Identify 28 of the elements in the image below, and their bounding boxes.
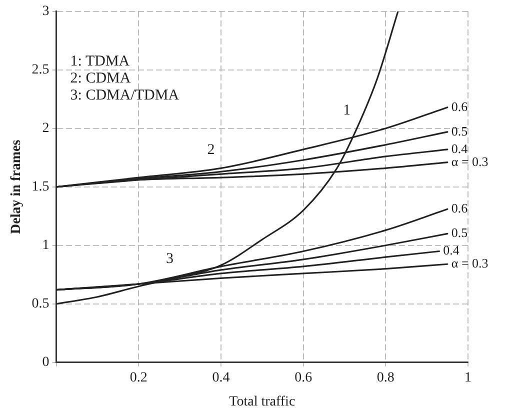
series-label: 0.6 bbox=[451, 200, 468, 216]
y-tick-label: 1 bbox=[42, 238, 50, 254]
annotation: 1: TDMA bbox=[70, 53, 130, 70]
series-label: 0.4 bbox=[451, 140, 468, 156]
series-label: α = 0.3 bbox=[451, 256, 488, 271]
series-label: 0.6 bbox=[451, 98, 468, 114]
x-tick-label: 1 bbox=[464, 370, 472, 386]
x-tick-label: 0.2 bbox=[130, 370, 148, 386]
y-axis-title: Delay in frames bbox=[9, 139, 24, 234]
annotation: 1 bbox=[343, 102, 351, 118]
annotation: 3 bbox=[166, 250, 174, 267]
x-tick-label: 0.6 bbox=[294, 370, 312, 386]
annotation: 2: CDMA bbox=[70, 70, 131, 86]
series-label: 0.4 bbox=[443, 242, 460, 258]
y-tick-label: 2.5 bbox=[32, 62, 50, 78]
y-tick-label: 2 bbox=[42, 121, 50, 136]
x-tick-label: 0.8 bbox=[376, 370, 394, 386]
y-tick-label: 1.5 bbox=[32, 180, 50, 195]
x-axis-title: Total traffic bbox=[229, 394, 296, 410]
y-tick-label: 0.5 bbox=[32, 296, 50, 312]
annotation: 3: CDMA/TDMA bbox=[70, 87, 180, 104]
series-label: 0.5 bbox=[451, 225, 468, 240]
series-label: 0.5 bbox=[451, 123, 468, 138]
y-tick-label: 0 bbox=[42, 355, 50, 370]
series-label: α = 0.3 bbox=[451, 154, 488, 169]
annotation: 2 bbox=[207, 142, 215, 158]
x-tick-label: 0.4 bbox=[212, 370, 230, 386]
y-tick-label: 3 bbox=[42, 4, 50, 20]
